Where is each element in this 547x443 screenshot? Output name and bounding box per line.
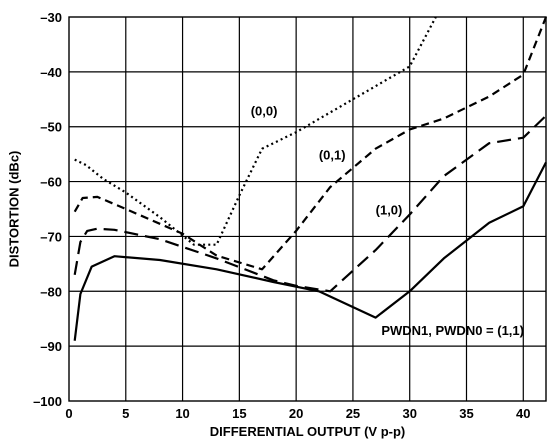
grid-lines <box>69 17 546 401</box>
series-line-1 <box>73 114 547 293</box>
series-annotations: (0,0) (0,1) (1,0) PWDN1, PWDN0 = (1,1) <box>251 104 524 338</box>
plot-frame <box>68 16 547 402</box>
y-tick-label: –60 <box>40 175 62 190</box>
y-axis-label: DISTORTION (dBc) <box>7 151 22 268</box>
x-axis-label: DIFFERENTIAL OUTPUT (V p-p) <box>210 424 405 439</box>
x-tick-label: 5 <box>122 406 129 421</box>
y-tick-label: –30 <box>40 10 62 25</box>
x-tick-label: 0 <box>65 406 72 421</box>
tick-labels: 0 5 10 15 20 25 30 35 40 –100 –90 –80 –70 –60 –50 –40 –3… <box>33 10 530 421</box>
x-tick-label: 10 <box>175 406 189 421</box>
x-tick-label: 35 <box>459 406 473 421</box>
annotation-label: (0,0) <box>251 104 278 119</box>
x-tick-label: 25 <box>346 406 360 421</box>
annotation-label: PWDN1, PWDN0 = (1,1) <box>381 323 524 338</box>
x-tick-label: 40 <box>516 406 530 421</box>
x-tick-label: 15 <box>232 406 246 421</box>
series-line-2 <box>73 16 547 271</box>
series-lines <box>73 16 547 341</box>
y-tick-label: –90 <box>40 339 62 354</box>
y-tick-label: –100 <box>33 394 62 409</box>
y-tick-label: –70 <box>40 229 62 244</box>
y-tick-label: –40 <box>40 65 62 80</box>
annotation-label: (0,1) <box>319 148 346 163</box>
y-tick-label: –50 <box>40 120 62 135</box>
annotation-label: (1,0) <box>376 202 403 217</box>
x-tick-label: 30 <box>402 406 416 421</box>
x-tick-label: 20 <box>289 406 303 421</box>
y-tick-label: –80 <box>40 284 62 299</box>
series-line-0 <box>73 161 547 341</box>
